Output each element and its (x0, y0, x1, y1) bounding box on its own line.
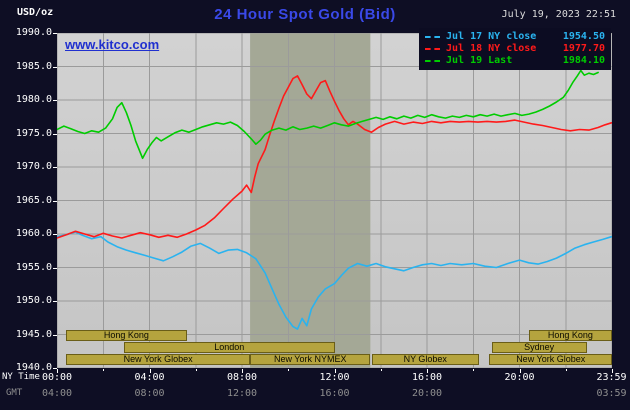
axis-tick (53, 200, 57, 202)
y-tick-label: 1950.0 (15, 295, 52, 306)
x-tick-label-gmt: 03:59 (596, 388, 627, 399)
x-tick-label-ny: 00:00 (41, 372, 73, 383)
axis-tick (53, 100, 57, 101)
chart-timestamp: July 19, 2023 22:51 (501, 9, 616, 20)
legend-value: 1954.50 (562, 31, 605, 42)
axis-tick (53, 66, 57, 68)
y-tick-label: 1990.0 (15, 27, 52, 38)
axis-tick (565, 369, 567, 371)
legend-item: Jul 17 NY close 1954.50 (425, 31, 605, 42)
y-tick-label: 1985.0 (15, 60, 52, 72)
y-tick-label: 1975.0 (15, 127, 52, 139)
axis-tick (519, 369, 521, 373)
axis-tick (53, 167, 57, 168)
chart-legend: Jul 17 NY close 1954.50 Jul 18 NY close 197… (419, 28, 611, 70)
y-tick-label: 1965.0 (15, 194, 52, 206)
axis-tick (334, 369, 336, 373)
x-tick-label-gmt: 12:00 (226, 388, 258, 399)
session-new-york-globex: New York Globex (66, 354, 251, 365)
legend-value: 1984.10 (562, 55, 605, 66)
axis-tick (53, 33, 57, 34)
session-hong-kong: Hong Kong (528, 330, 612, 341)
gmt-axis-caption: GMT (6, 388, 23, 398)
axis-tick (195, 369, 197, 371)
y-tick-label: 1955.0 (15, 261, 52, 273)
axis-tick (53, 368, 57, 369)
session-london: London (124, 342, 335, 353)
legend-line-marker-icon (425, 59, 440, 62)
series-jul-19 (57, 69, 599, 160)
y-tick-label: 1960.0 (15, 228, 52, 239)
y-axis-unit-label: USD/oz (17, 7, 54, 18)
legend-label: Jul 18 NY close (446, 43, 537, 54)
axis-tick (288, 369, 290, 371)
chart-canvas (57, 33, 612, 368)
session-new-york-globex: New York Globex (489, 354, 612, 365)
x-tick-label-ny: 08:00 (226, 372, 258, 383)
axis-tick (380, 369, 382, 371)
axis-tick (53, 133, 57, 135)
legend-label: Jul 19 Last (446, 55, 513, 66)
x-tick-label-gmt: 20:00 (411, 388, 443, 399)
ny-time-axis-caption: NY Time (2, 372, 40, 382)
axis-tick (53, 234, 57, 235)
axis-tick (427, 369, 428, 373)
y-tick-label: 1970.0 (15, 161, 52, 172)
session-sydney: Sydney (491, 342, 587, 353)
y-tick-label: 1980.0 (15, 94, 52, 105)
session-new-york-nymex: New York NYMEX (250, 354, 371, 365)
series-jul-17 (57, 231, 612, 330)
x-tick-label-gmt: 16:00 (319, 388, 350, 399)
kitco-watermark-link[interactable]: www.kitco.com (65, 37, 160, 52)
x-tick-label-gmt: 04:00 (41, 388, 73, 399)
legend-item: Jul 19 Last 1984.10 (425, 55, 605, 66)
x-tick-label-ny: 16:00 (411, 372, 443, 383)
y-tick-label: 1940.0 (15, 362, 52, 373)
session-ny-globex: NY Globex (371, 354, 480, 365)
legend-line-marker-icon (425, 35, 440, 38)
series-jul-18 (57, 75, 612, 239)
x-tick-label-ny: 20:00 (504, 372, 535, 383)
axis-tick (57, 369, 58, 373)
x-tick-label-ny: 04:00 (134, 372, 165, 383)
axis-tick (611, 369, 613, 373)
x-tick-label-ny: 12:00 (319, 372, 350, 383)
legend-item: Jul 18 NY close 1977.70 (425, 43, 605, 54)
axis-tick (149, 369, 151, 373)
axis-tick (103, 369, 105, 371)
legend-line-marker-icon (425, 47, 440, 50)
axis-tick (242, 369, 243, 373)
axis-tick (53, 334, 57, 336)
chart-title: 24 Hour Spot Gold (Bid) (214, 6, 396, 23)
axis-tick (473, 369, 475, 371)
plot-area: www.kitco.com Hong Kong Hong Kong London Sy… (57, 28, 612, 368)
x-tick-label-gmt: 08:00 (134, 388, 165, 399)
x-tick-label-ny: 23:59 (596, 372, 627, 383)
legend-value: 1977.70 (562, 43, 605, 54)
session-hong-kong: Hong Kong (66, 330, 187, 341)
y-tick-label: 1945.0 (15, 328, 52, 340)
legend-label: Jul 17 NY close (446, 31, 537, 42)
axis-tick (53, 267, 57, 269)
axis-tick (53, 301, 57, 302)
